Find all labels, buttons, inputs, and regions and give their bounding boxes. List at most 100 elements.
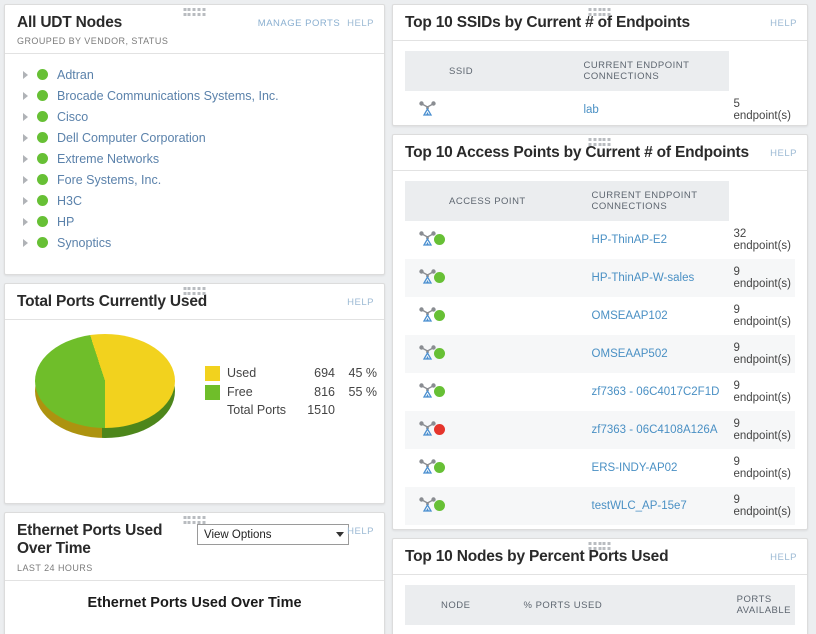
table-row[interactable]: ERS-INDY-AP02 9 endpoint(s) [405,449,795,487]
sidebar-item-label: HP [57,214,75,229]
page-title: All UDT Nodes [17,14,123,31]
status-badge [434,233,445,245]
chevron-right-icon[interactable] [23,112,28,121]
panel-subtitle: GROUPED BY VENDOR, STATUS [17,36,169,47]
table-row[interactable]: testWLC_AP-15e7 9 endpoint(s) [405,487,795,525]
legend-label-used: Used [227,366,257,380]
access-point-icon [419,496,445,513]
drag-handle-icon[interactable] [183,8,206,16]
panel-header: Top 10 Nodes by Percent Ports Used HELP [393,539,807,575]
status-badge [434,461,445,473]
list-item[interactable]: Extreme Networks [5,148,384,169]
drag-handle-icon[interactable] [588,138,612,146]
legend-item-used: Used 694 45 % [205,364,377,383]
access-point-connections-cell: 9 endpoint(s) [733,456,792,480]
status-badge [37,132,48,144]
chevron-right-icon[interactable] [23,154,28,163]
drag-handle-icon[interactable] [183,516,206,524]
legend-value-total: 1510 [307,402,335,417]
chevron-right-icon[interactable] [23,238,28,247]
list-item[interactable]: Fore Systems, Inc. [5,169,384,190]
help-link[interactable]: HELP [770,148,797,159]
chevron-right-icon[interactable] [23,196,28,205]
panel-header: All UDT Nodes GROUPED BY VENDOR, STATUS … [5,5,384,55]
ssid-link[interactable]: lab [583,104,599,116]
access-point-link[interactable]: HP-ThinAP-W-sales [591,272,695,284]
status-badge [434,385,445,397]
table-body: lab 5 endpoint(s) [405,91,795,125]
panel-header: Total Ports Currently Used HELP [5,284,384,320]
access-point-connections-cell: 32 endpoint(s) [733,228,792,252]
access-point-icon-cell [405,335,588,373]
table-row[interactable]: HP-ThinAP-E2 32 endpoint(s) [405,221,795,259]
table-row[interactable]: lab 5 endpoint(s) [405,91,795,125]
access-point-icon-cell [405,411,588,449]
panel-ethernet-ports-over-time: Ethernet Ports Used Over Time LAST 24 HO… [4,512,385,634]
list-item[interactable]: Cisco [5,106,384,127]
table-row[interactable]: OMSEAAP502 9 endpoint(s) [405,335,795,373]
access-point-link[interactable]: testWLC_AP-15e7 [591,500,687,512]
sidebar-item-label: Dell Computer Corporation [57,130,206,145]
access-point-link[interactable]: ERS-INDY-AP02 [591,462,678,474]
status-badge [434,423,445,435]
status-badge [37,153,48,165]
panel-body: Adtran Brocade Communications Systems, In… [5,54,384,265]
list-item[interactable]: Dell Computer Corporation [5,127,384,148]
access-point-icon-cell [405,487,588,525]
access-point-icon [419,344,445,361]
list-item[interactable]: H3C [5,190,384,211]
list-item[interactable]: HP [5,211,384,232]
table-row[interactable]: testWLC_AP-9d2a9 endpoint(s) [405,525,795,529]
view-options-dropdown[interactable]: View Options [197,524,349,545]
drag-handle-icon[interactable] [588,542,612,550]
access-point-link[interactable]: OMSEAAP502 [591,348,668,360]
access-point-connections-cell: 9 endpoint(s) [733,266,792,290]
access-point-icon [419,458,445,475]
pie-chart-icon [35,334,175,446]
access-point-link[interactable]: zf7363 - 06C4108A126A [591,424,718,436]
status-badge [434,271,445,283]
help-link[interactable]: HELP [347,297,374,308]
manage-ports-link[interactable]: MANAGE PORTS [257,18,341,29]
access-point-link[interactable]: zf7363 - 06C4017C2F1D [591,386,720,398]
table-row[interactable]: zf7363 - 06C4108A126A 9 endpoint(s) [405,411,795,449]
table-header-row: NODE% PORTS USED PORTS AVAILABLE [405,585,795,625]
chevron-right-icon[interactable] [23,133,28,142]
chevron-right-icon[interactable] [23,175,28,184]
header-links: HELP [770,552,797,563]
access-point-name-cell: zf7363 - 06C4108A126A [588,411,730,449]
access-point-name-cell: ERS-INDY-AP02 [588,449,730,487]
help-link[interactable]: HELP [347,18,374,29]
help-link[interactable]: HELP [770,18,797,29]
table-row[interactable]: OMSEAAP102 9 endpoint(s) [405,297,795,335]
access-point-name-cell: testWLC_AP-15e7 [588,487,730,525]
drag-handle-icon[interactable] [183,287,206,295]
access-point-link[interactable]: OMSEAAP102 [591,310,668,322]
chevron-right-icon[interactable] [23,217,28,226]
help-link[interactable]: HELP [347,526,374,537]
list-item[interactable]: Synoptics [5,232,384,253]
chevron-right-icon[interactable] [23,91,28,100]
ssid-name-cell: lab [579,91,729,125]
ssid-table-wrap: SSID CURRENT ENDPOINT CONNECTIONS lab 5 en… [393,41,807,125]
table-header-row: SSID CURRENT ENDPOINT CONNECTIONS [405,51,795,91]
access-point-link[interactable]: HP-ThinAP-E2 [591,234,667,246]
help-link[interactable]: HELP [770,552,797,563]
access-point-icon [419,306,445,323]
header-links: HELP [770,148,797,159]
drag-handle-icon[interactable] [588,8,612,16]
status-badge [37,216,48,228]
column-header: CURRENT ENDPOINT CONNECTIONS [579,51,730,91]
list-item[interactable]: Adtran [5,64,384,85]
chevron-right-icon[interactable] [23,70,28,79]
access-point-icon [419,420,445,437]
table-row[interactable]: zf7363 - 06C4017C2F1D 9 endpoint(s) [405,373,795,411]
sidebar-item-label: Fore Systems, Inc. [57,172,162,187]
access-point-name-cell: testWLC_AP-9d2a [588,525,730,529]
table-row[interactable]: HP-ThinAP-W-sales 9 endpoint(s) [405,259,795,297]
page-title: Top 10 Nodes by Percent Ports Used [405,548,669,565]
page-title: Total Ports Currently Used [17,293,208,310]
list-item[interactable]: Brocade Communications Systems, Inc. [5,85,384,106]
legend-swatch-used [205,365,220,381]
status-badge [37,237,48,249]
